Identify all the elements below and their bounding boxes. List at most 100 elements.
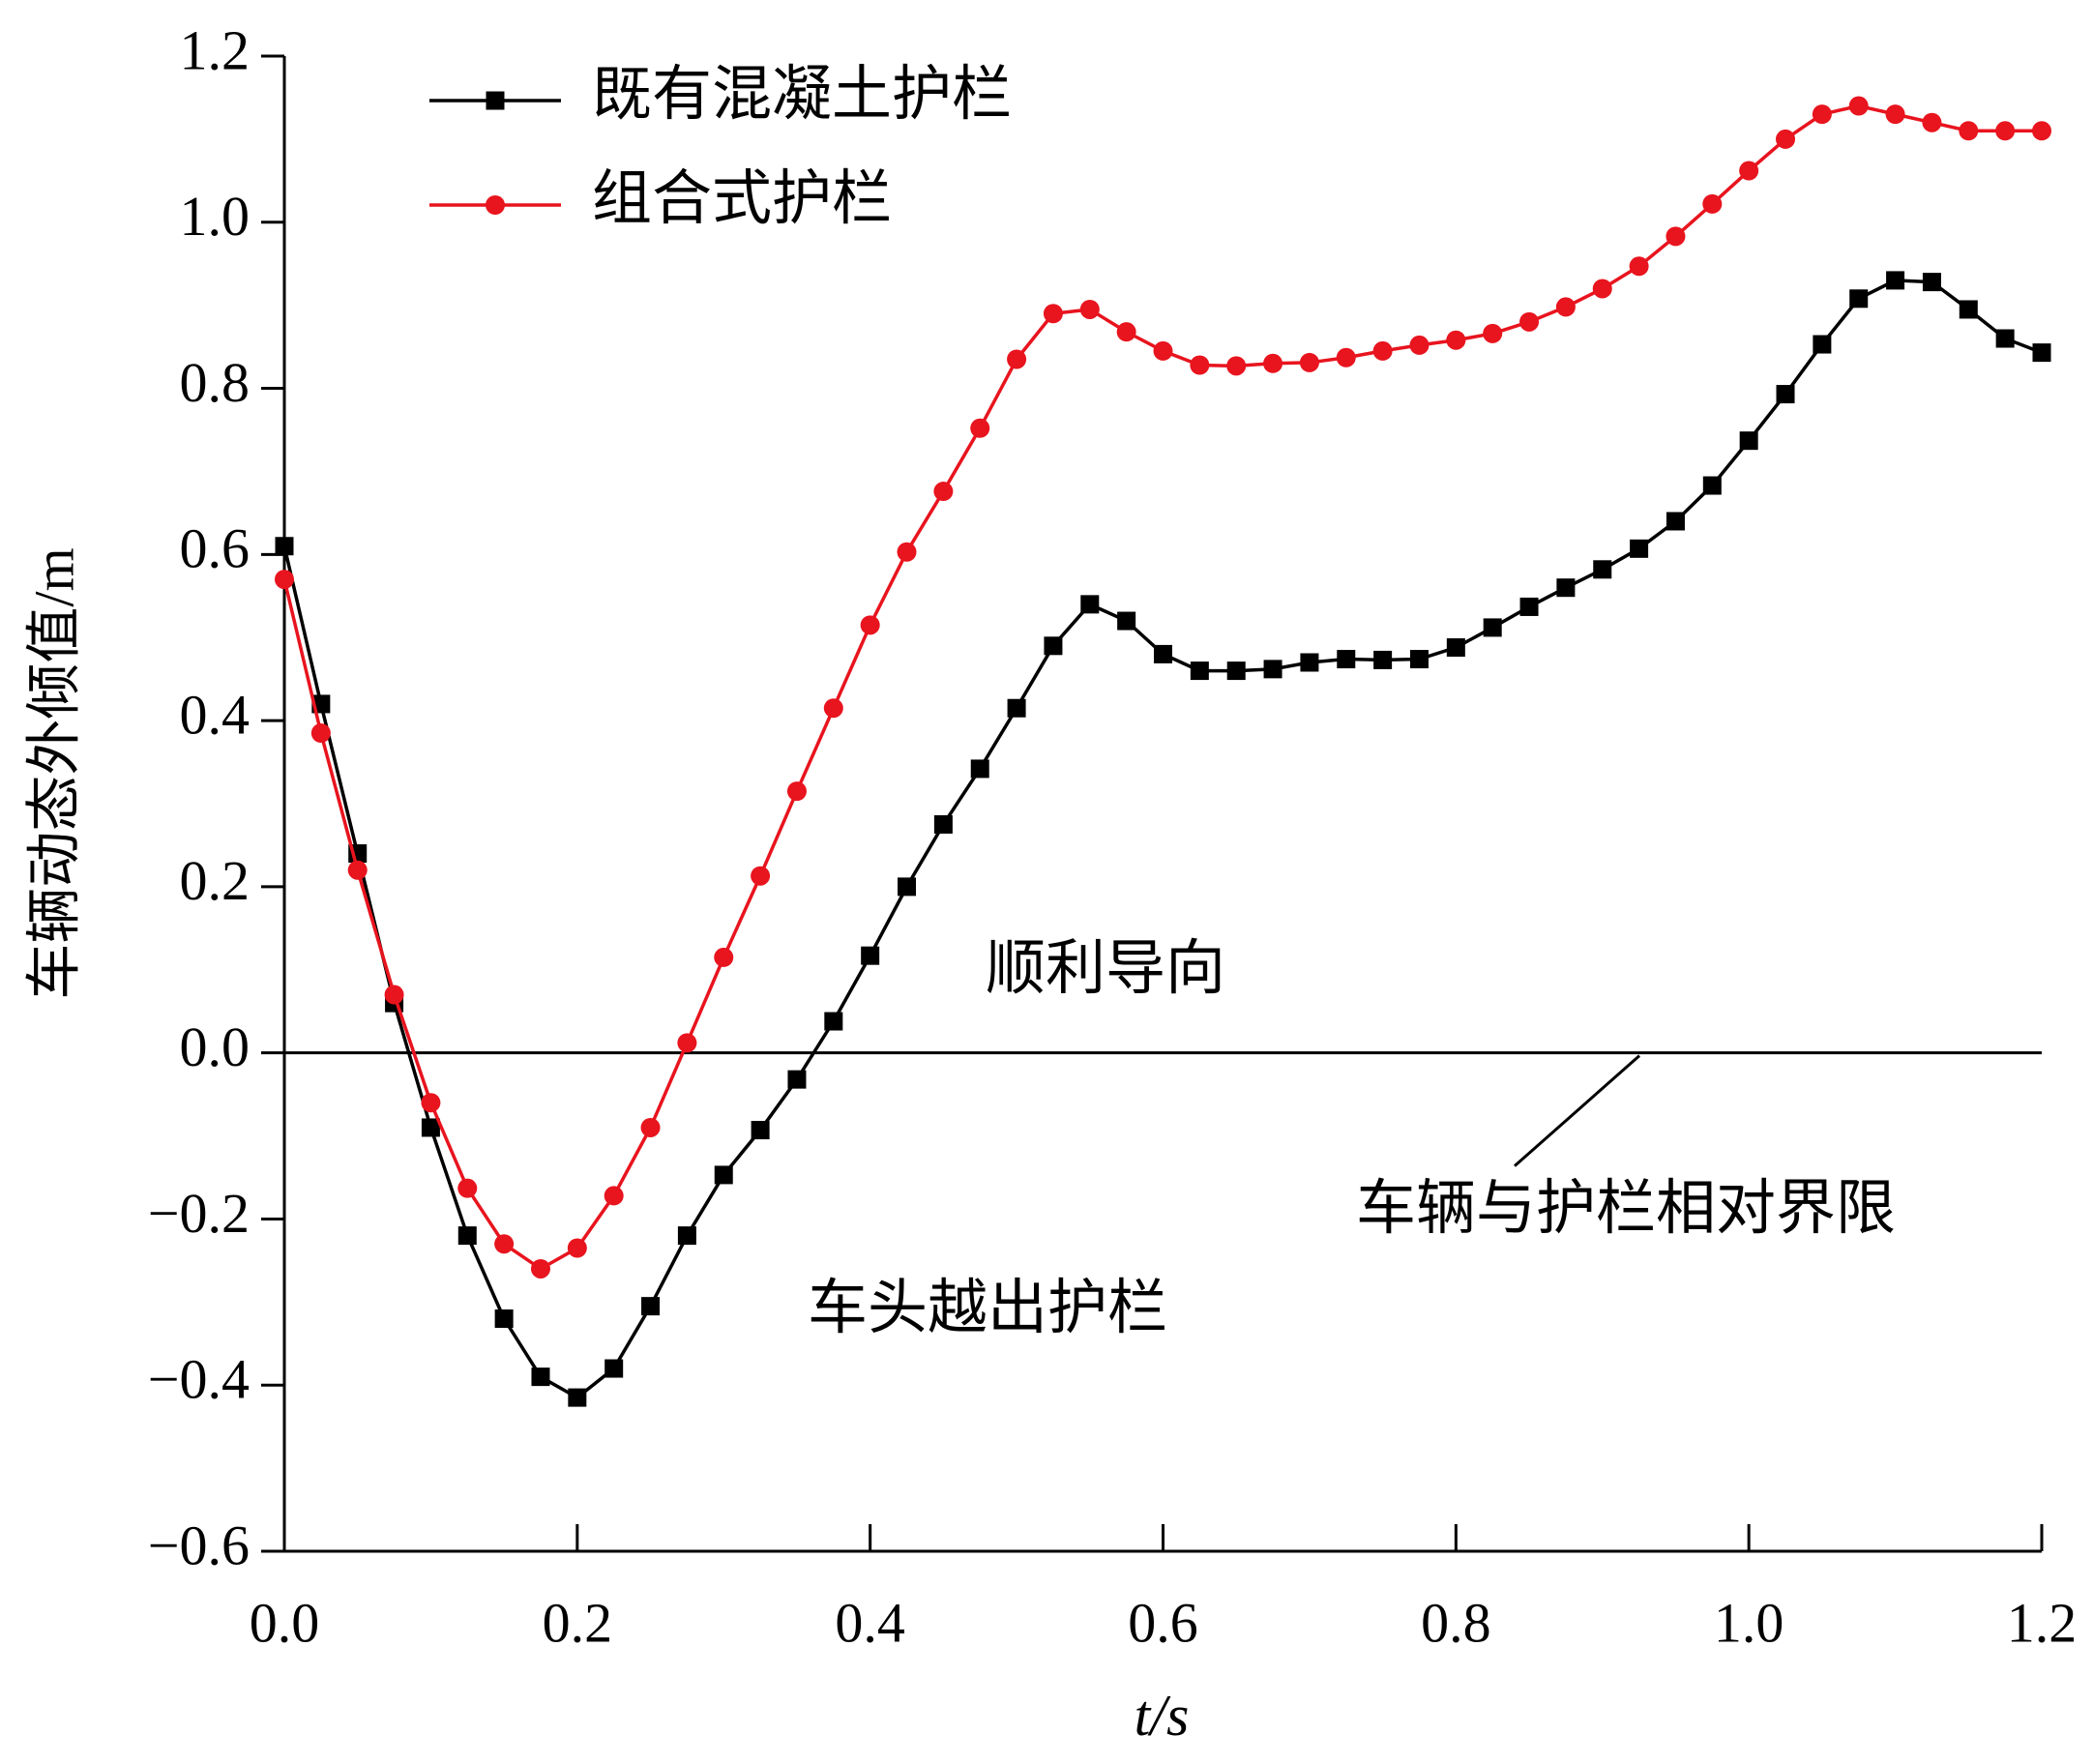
data-point: [970, 418, 990, 438]
data-point: [275, 537, 294, 556]
reference-label: 车辆与护栏相对界限: [1356, 1176, 1896, 1242]
x-tick-label: 0.8: [1421, 1591, 1491, 1654]
data-point: [1630, 539, 1649, 558]
series-line: [282, 103, 2042, 1272]
data-point: [1154, 644, 1172, 663]
x-tick-label: 0.0: [250, 1591, 320, 1654]
data-point: [1555, 297, 1576, 317]
data-point: [1409, 650, 1429, 669]
data-point: [1336, 347, 1356, 368]
data-point: [421, 1118, 440, 1137]
data-point: [1556, 578, 1576, 598]
data-point: [275, 570, 294, 590]
data-point: [897, 542, 917, 562]
x-tick-label: 0.2: [543, 1591, 613, 1654]
data-point: [1116, 322, 1136, 342]
data-point: [457, 1178, 478, 1198]
data-point: [530, 1258, 550, 1279]
data-point: [1044, 636, 1063, 656]
data-point: [2032, 343, 2051, 363]
data-point: [1922, 273, 1941, 292]
data-point: [751, 1121, 770, 1140]
data-point: [604, 1186, 624, 1206]
data-point: [384, 985, 404, 1005]
y-tick-label: 0.0: [180, 1015, 251, 1078]
data-point: [1300, 653, 1319, 672]
data-point: [933, 814, 953, 834]
data-point: [1959, 121, 1979, 141]
data-point: [1007, 349, 1027, 369]
data-point: [457, 1226, 477, 1246]
data-point: [641, 1297, 661, 1316]
data-point: [1629, 256, 1649, 277]
y-tick-label: 0.2: [180, 849, 251, 912]
data-point: [824, 1012, 843, 1031]
data-point: [714, 1165, 733, 1185]
data-point: [1739, 431, 1758, 451]
data-point: [1776, 129, 1796, 149]
data-point: [1190, 355, 1210, 375]
y-tick-label: 1.0: [180, 185, 251, 248]
data-point: [1409, 335, 1430, 355]
data-point: [1080, 595, 1100, 614]
data-point: [1117, 611, 1136, 631]
data-point: [933, 482, 954, 502]
data-point: [1849, 289, 1869, 309]
data-point: [494, 1309, 514, 1329]
data-point: [1593, 560, 1612, 579]
y-axis-label: 车辆动态外倾值/m: [22, 547, 85, 999]
y-tick-label: −0.6: [148, 1514, 250, 1576]
legend-marker: [486, 91, 505, 110]
data-point: [1263, 660, 1282, 679]
y-tick-label: 0.6: [180, 517, 251, 580]
data-point: [494, 1234, 515, 1254]
data-point: [1848, 96, 1869, 116]
data-point: [1885, 104, 1905, 125]
data-point: [1702, 193, 1723, 214]
data-point: [1483, 323, 1503, 343]
data-point: [1922, 112, 1942, 132]
data-point: [1995, 329, 2015, 348]
data-point: [604, 1359, 624, 1378]
data-point: [1263, 353, 1283, 373]
data-point: [1483, 618, 1502, 637]
data-point: [347, 860, 368, 880]
annotation: 顺利导向: [986, 936, 1225, 1002]
data-point: [310, 722, 331, 743]
data-point: [823, 698, 843, 719]
x-axis-label: t/s: [1135, 1684, 1190, 1748]
data-point: [1666, 226, 1686, 247]
legend-marker: [486, 195, 505, 215]
data-point: [421, 1093, 441, 1113]
data-point: [1995, 121, 2016, 141]
data-point: [568, 1388, 587, 1407]
data-point: [640, 1117, 661, 1137]
y-tick-label: 0.4: [180, 683, 251, 746]
data-point: [1007, 698, 1026, 718]
data-point: [1153, 340, 1173, 361]
data-point: [786, 781, 807, 802]
data-point: [531, 1367, 550, 1387]
data-point: [751, 866, 771, 886]
annotation: 车头越出护栏: [808, 1276, 1167, 1341]
x-tick-label: 1.2: [2007, 1591, 2078, 1654]
data-point: [970, 759, 989, 779]
x-tick-label: 0.6: [1128, 1591, 1198, 1654]
y-tick-label: 0.8: [180, 351, 251, 414]
data-point: [1813, 335, 1832, 354]
data-point: [787, 1070, 807, 1089]
data-point: [860, 615, 880, 635]
data-point: [1337, 650, 1356, 669]
data-point: [1446, 638, 1465, 658]
x-tick-label: 0.4: [835, 1591, 905, 1654]
y-tick-label: −0.2: [148, 1182, 250, 1245]
data-point: [861, 946, 880, 965]
data-point: [677, 1033, 697, 1053]
data-point: [1886, 271, 1905, 290]
data-point: [1666, 512, 1685, 531]
y-tick-label: −0.4: [148, 1348, 250, 1411]
data-point: [1373, 650, 1393, 669]
data-point: [714, 947, 734, 967]
data-point: [1702, 476, 1722, 495]
